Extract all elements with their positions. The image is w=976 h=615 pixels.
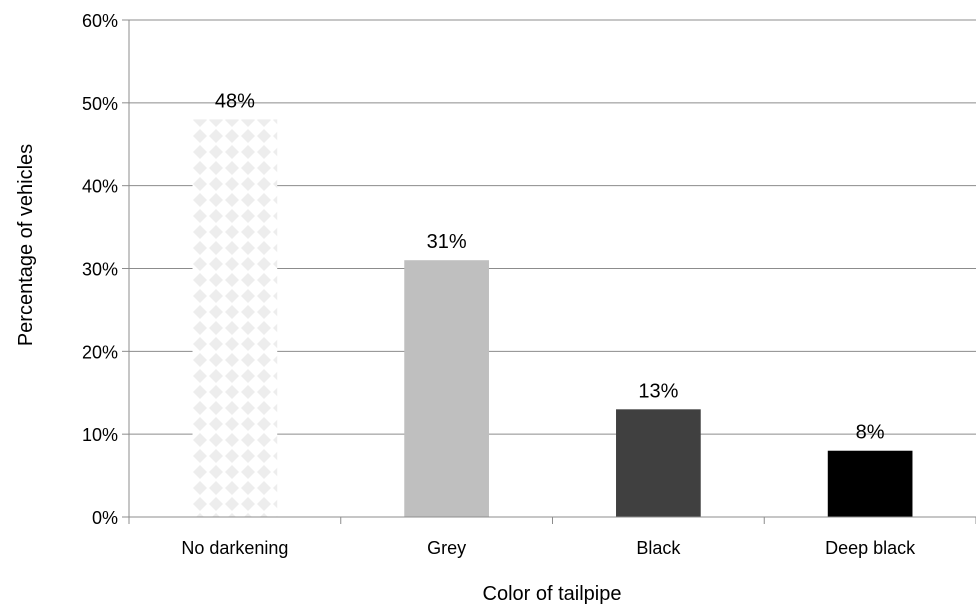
axes: 0% 10% 20% 30% 40% 50% 60% No darkening Grey Blac… (82, 11, 976, 558)
data-label: 31% (427, 231, 467, 253)
y-tick-label: 60% (82, 11, 118, 31)
x-tick-label: Grey (427, 538, 466, 558)
data-labels: 48% 31% 13% 8% (215, 90, 885, 443)
bar (616, 409, 701, 517)
data-label: 8% (856, 422, 885, 444)
bar (404, 260, 489, 517)
bar (827, 450, 913, 517)
x-axis-title: Color of tailpipe (483, 583, 622, 605)
x-tick-label: No darkening (181, 538, 288, 558)
x-tick-label: Deep black (825, 538, 916, 558)
y-axis-title: Percentage of vehicles (15, 144, 37, 346)
y-tick-label: 10% (82, 425, 118, 445)
bars (192, 119, 913, 518)
y-tick-label: 30% (82, 260, 118, 280)
bar (192, 119, 278, 518)
data-label: 13% (638, 380, 678, 402)
y-tick-label: 0% (92, 508, 118, 528)
data-label: 48% (215, 90, 255, 112)
y-tick-label: 40% (82, 177, 118, 197)
x-tick-label: Black (636, 538, 681, 558)
y-tick-label: 50% (82, 94, 118, 114)
y-tick-label: 20% (82, 342, 118, 362)
